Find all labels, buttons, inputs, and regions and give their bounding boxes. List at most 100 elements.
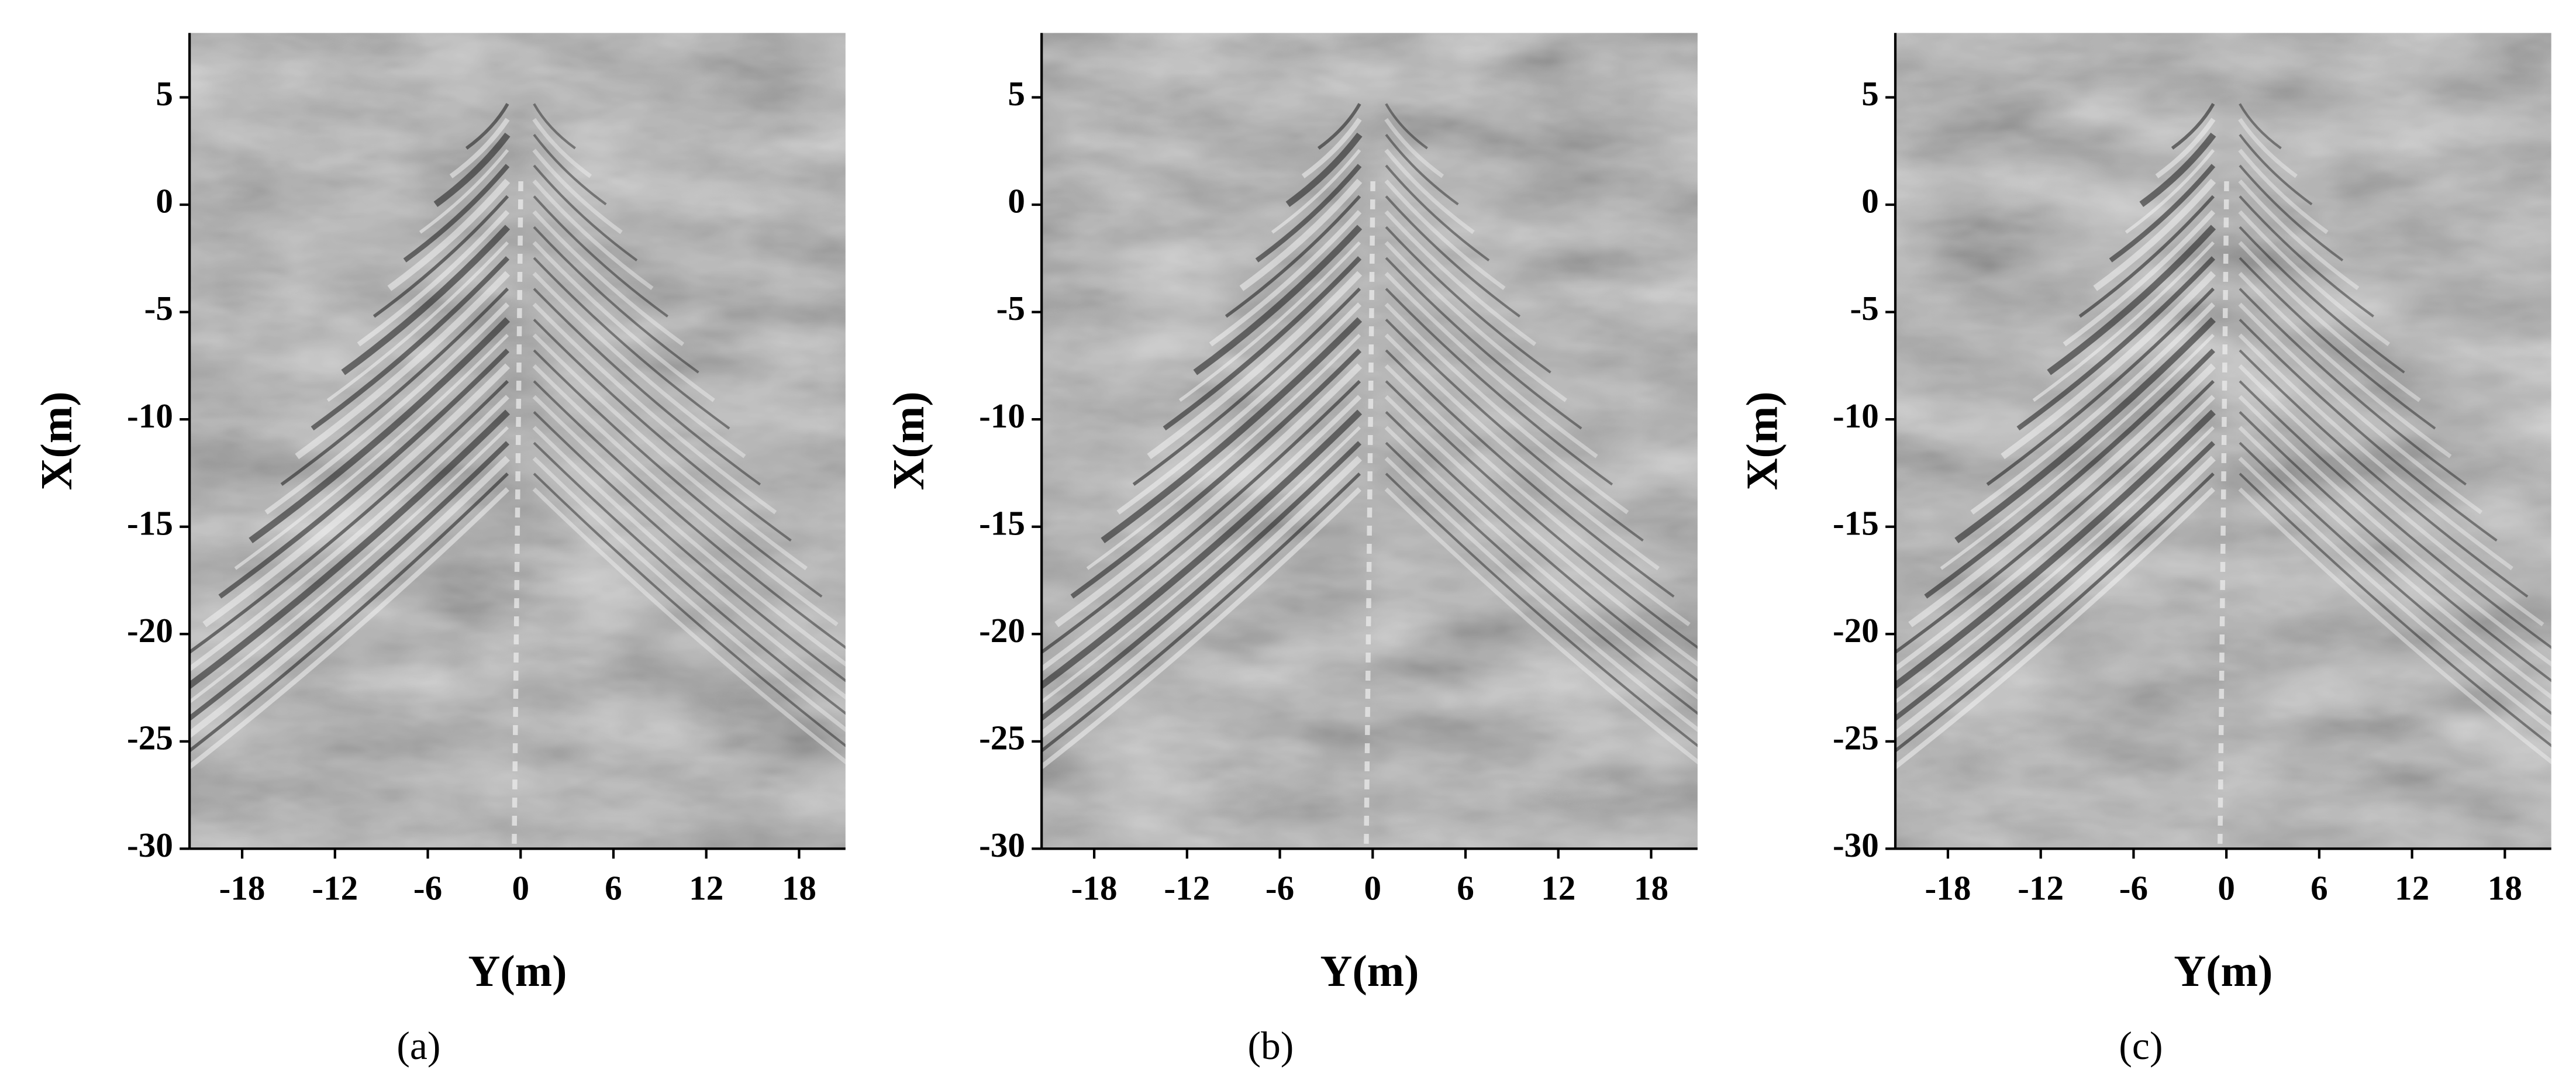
y-tick-label: -10 xyxy=(1833,396,1879,435)
wake-arm xyxy=(1895,395,2215,672)
wake-arm xyxy=(373,195,509,318)
wake-arm xyxy=(2001,271,2216,460)
wake-arm xyxy=(189,380,509,654)
y-tick-label: -10 xyxy=(127,396,173,435)
x-tick-label: 6 xyxy=(605,868,622,907)
wake-arm xyxy=(234,333,509,570)
wake-arm xyxy=(202,363,511,627)
wake-arm xyxy=(2109,164,2216,263)
wake-arm xyxy=(2238,210,2391,346)
wake-arm xyxy=(533,226,699,374)
wake-arm xyxy=(189,487,509,770)
wake-arm xyxy=(280,287,509,486)
wake-arm xyxy=(2032,241,2215,402)
wake-arm xyxy=(532,241,715,402)
wake-arm xyxy=(1042,426,1361,705)
panel-caption: (c) xyxy=(2119,1024,2163,1068)
wake-arm xyxy=(264,302,510,515)
wake-arm xyxy=(2239,288,2467,486)
wake-arm xyxy=(532,457,846,732)
wake-arm xyxy=(189,456,510,739)
wake-arm xyxy=(1384,364,1691,626)
wake-arm xyxy=(1239,178,1363,291)
wake-arm xyxy=(532,118,592,178)
wake-image xyxy=(189,33,846,849)
wake-arm xyxy=(1042,441,1362,722)
wake-arm xyxy=(1384,210,1537,346)
panel: -30 -25 -20 -15 -10 -5 0 5 -18 -12 -6 0 6 12 18 Y(m) X(m… xyxy=(1738,33,2551,1068)
wake-arm xyxy=(1895,487,2215,770)
wake-arm xyxy=(1970,302,2215,515)
y-tick-label: -30 xyxy=(127,826,173,864)
wake-arm xyxy=(1385,380,1698,649)
wake-arm xyxy=(449,118,510,178)
wake-arm xyxy=(1384,457,1698,732)
y-tick-label: 5 xyxy=(156,74,173,113)
y-tick-label: -5 xyxy=(144,289,173,327)
wake-arm xyxy=(533,441,846,715)
wake-arm xyxy=(532,179,654,291)
wake-arm xyxy=(1385,103,1428,150)
wake-arm xyxy=(1178,241,1361,402)
wake-arm xyxy=(1116,302,1362,515)
y-tick-label: 0 xyxy=(156,182,173,220)
wake-arm xyxy=(2239,411,2551,682)
wake-arm xyxy=(1385,441,1698,715)
wake-arm xyxy=(2016,256,2216,431)
y-tick-label: -5 xyxy=(996,289,1025,327)
wake-arm xyxy=(532,271,746,458)
wake-arm xyxy=(1385,472,1698,747)
x-axis-label: Y(m) xyxy=(2174,947,2272,996)
x-tick-label: 12 xyxy=(1541,868,1575,907)
wake-arm xyxy=(189,409,510,690)
wake-arm xyxy=(249,317,511,543)
wake-arm xyxy=(1895,472,2215,753)
wake-arm xyxy=(1895,426,2215,705)
x-tick-label: 18 xyxy=(1634,868,1668,907)
wake-arm xyxy=(2078,195,2215,318)
wake-arm xyxy=(2239,195,2374,318)
x-tick-label: 0 xyxy=(512,868,529,907)
wake-arm xyxy=(357,210,510,347)
y-tick-label: -10 xyxy=(979,396,1025,435)
wake-arm xyxy=(1132,287,1361,486)
wake-arm xyxy=(1042,472,1361,753)
wake-arm xyxy=(1209,210,1362,347)
x-tick-label: -6 xyxy=(413,868,442,907)
wake-arm xyxy=(387,178,511,291)
y-tick-label: 5 xyxy=(1008,74,1025,113)
x-tick-label: -18 xyxy=(219,868,265,907)
wake-arm xyxy=(1163,256,1362,431)
wake-arm xyxy=(1385,133,1459,206)
wake-arm xyxy=(532,333,808,571)
wake-arm xyxy=(1384,426,1698,700)
x-tick-label: 6 xyxy=(1457,868,1474,907)
wake-arm xyxy=(1042,487,1362,770)
x-tick-label: 0 xyxy=(2218,868,2235,907)
wake-arm xyxy=(2238,426,2551,700)
wake-arm xyxy=(2155,118,2216,178)
wake-arm xyxy=(1225,195,1361,318)
wake-arm xyxy=(1147,271,1363,460)
wake-arm xyxy=(2239,103,2282,150)
wake-arm xyxy=(1042,409,1363,690)
wake-arm xyxy=(1070,349,1362,599)
wake-arm xyxy=(2238,457,2551,732)
y-tick-label: 0 xyxy=(1861,182,1879,220)
wake-arm xyxy=(533,472,846,747)
wake-arm xyxy=(2239,318,2498,542)
wake-arm xyxy=(1384,487,1698,765)
wake-arm xyxy=(2238,241,2421,402)
wake-arm xyxy=(2239,226,2405,374)
panel-caption: (b) xyxy=(1247,1024,1294,1068)
x-tick-label: 6 xyxy=(2311,868,2328,907)
x-tick-label: -18 xyxy=(1925,868,1971,907)
wake-arm xyxy=(2238,487,2551,765)
wake-arm xyxy=(1255,164,1362,263)
y-tick-label: 5 xyxy=(1861,74,1879,113)
x-tick-label: 12 xyxy=(2395,868,2429,907)
wake-arm xyxy=(1385,257,1582,430)
wake-arm xyxy=(465,103,509,150)
wake-arm xyxy=(1317,103,1361,150)
